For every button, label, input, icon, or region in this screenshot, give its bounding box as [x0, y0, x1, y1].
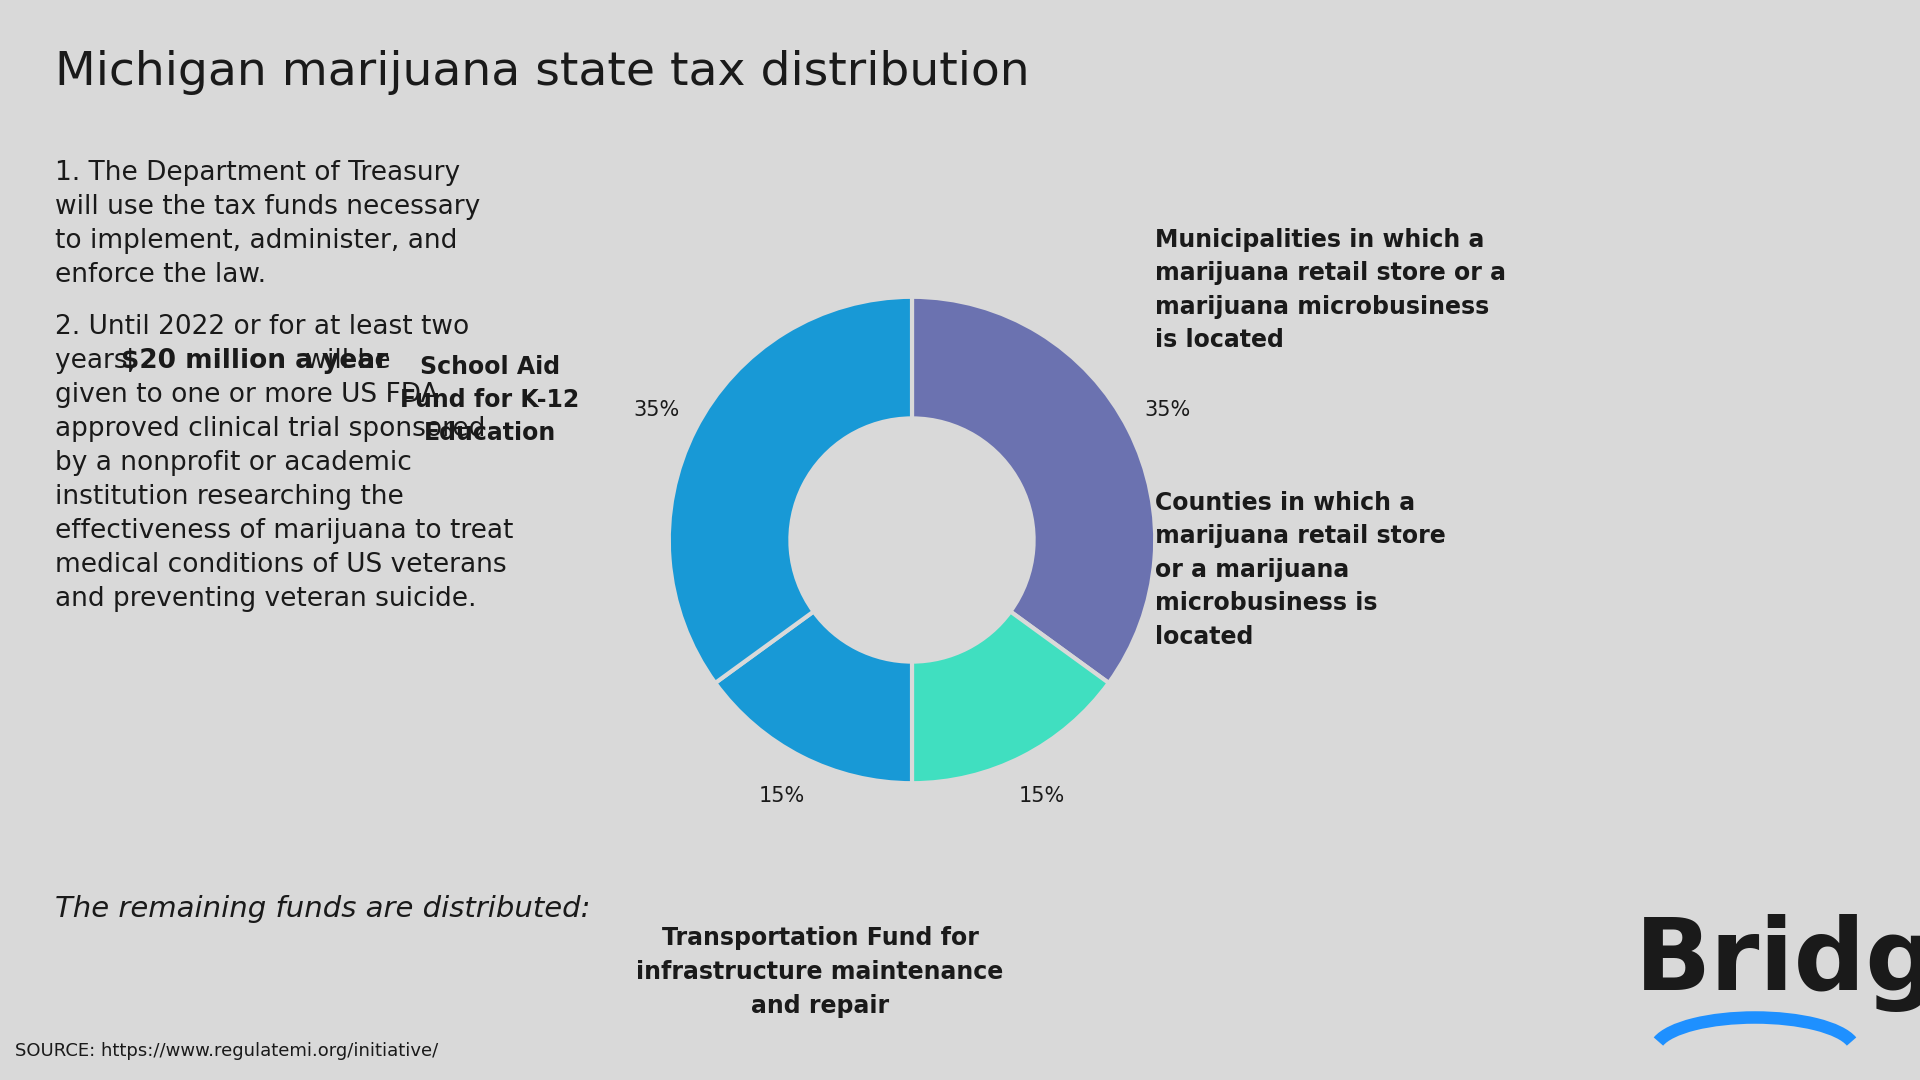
Text: and preventing veteran suicide.: and preventing veteran suicide.	[56, 586, 476, 612]
Text: given to one or more US FDA: given to one or more US FDA	[56, 382, 438, 408]
Text: School Aid
Fund for K-12
Education: School Aid Fund for K-12 Education	[401, 354, 580, 445]
Text: 1. The Department of Treasury: 1. The Department of Treasury	[56, 160, 461, 186]
Text: 35%: 35%	[1144, 400, 1190, 420]
Text: 15%: 15%	[1020, 785, 1066, 806]
Wedge shape	[716, 611, 912, 783]
Text: Bridge: Bridge	[1636, 914, 1920, 1012]
Text: by a nonprofit or academic: by a nonprofit or academic	[56, 450, 413, 476]
Text: will be: will be	[298, 348, 390, 374]
Text: 2. Until 2022 or for at least two: 2. Until 2022 or for at least two	[56, 314, 468, 340]
Wedge shape	[912, 297, 1156, 683]
Text: medical conditions of US veterans: medical conditions of US veterans	[56, 552, 507, 578]
Text: years,: years,	[56, 348, 144, 374]
Text: to implement, administer, and: to implement, administer, and	[56, 228, 457, 254]
Text: Transportation Fund for
infrastructure maintenance
and repair: Transportation Fund for infrastructure m…	[636, 927, 1004, 1017]
Text: Michigan marijuana state tax distribution: Michigan marijuana state tax distributio…	[56, 50, 1029, 95]
Text: 35%: 35%	[634, 400, 680, 420]
Text: Municipalities in which a
marijuana retail store or a
marijuana microbusiness
is: Municipalities in which a marijuana reta…	[1156, 228, 1505, 352]
Text: approved clinical trial sponsored: approved clinical trial sponsored	[56, 416, 486, 442]
Text: $20 million a year: $20 million a year	[121, 348, 388, 374]
Wedge shape	[912, 611, 1108, 783]
Text: effectiveness of marijuana to treat: effectiveness of marijuana to treat	[56, 518, 513, 544]
Wedge shape	[668, 297, 912, 683]
Text: enforce the law.: enforce the law.	[56, 262, 267, 288]
Text: will use the tax funds necessary: will use the tax funds necessary	[56, 194, 480, 220]
Text: 15%: 15%	[758, 785, 804, 806]
Text: Counties in which a
marijuana retail store
or a marijuana
microbusiness is
locat: Counties in which a marijuana retail sto…	[1156, 491, 1446, 649]
Text: institution researching the: institution researching the	[56, 484, 403, 510]
Text: The remaining funds are distributed:: The remaining funds are distributed:	[56, 895, 591, 923]
Text: SOURCE: https://www.regulatemi.org/initiative/: SOURCE: https://www.regulatemi.org/initi…	[15, 1042, 438, 1059]
